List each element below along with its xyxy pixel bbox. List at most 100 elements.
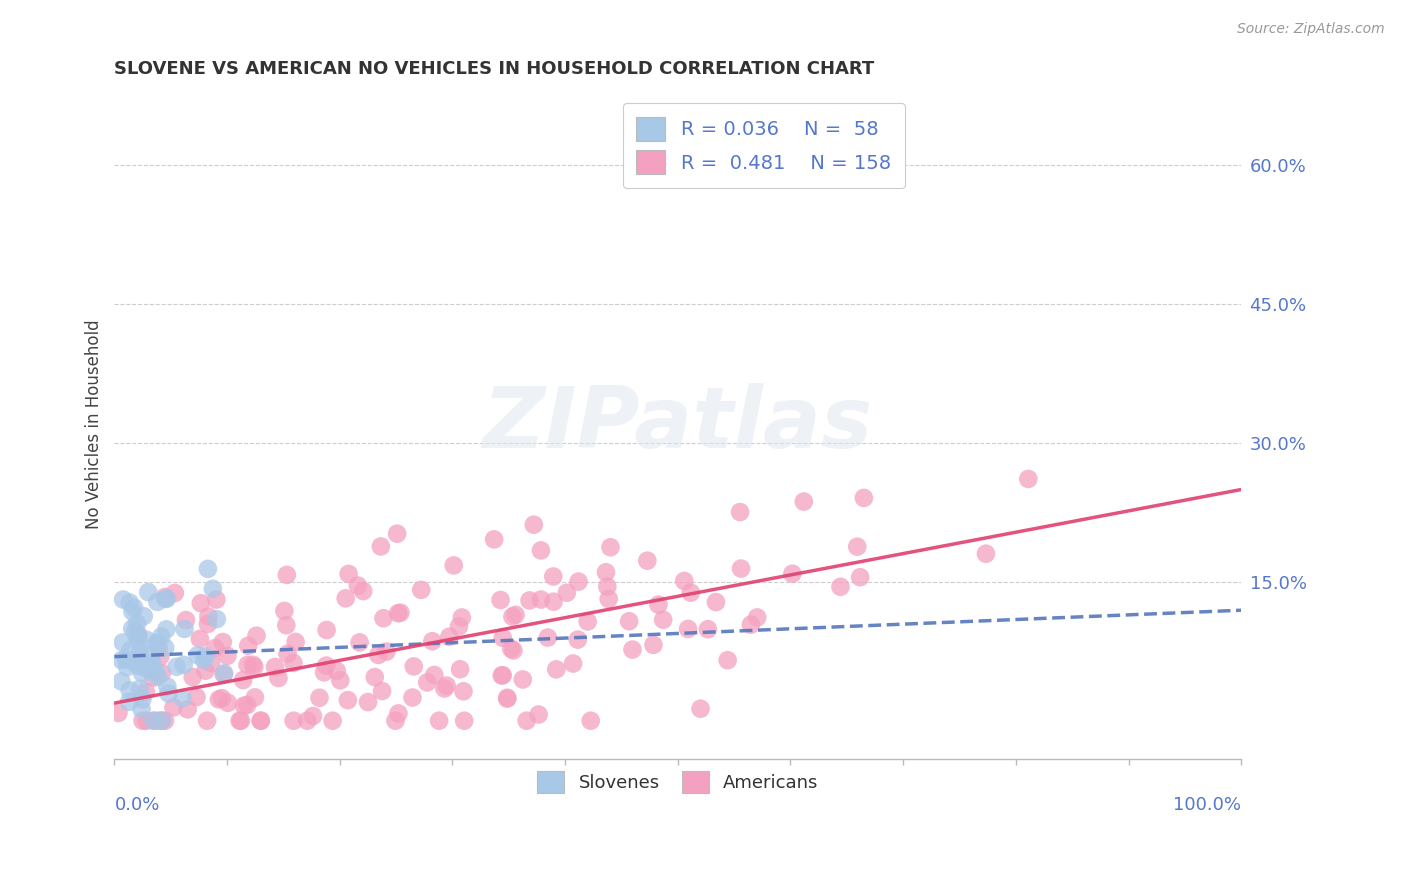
Point xyxy=(512,673,534,687)
Point xyxy=(129,681,152,696)
Legend: Slovenes, Americans: Slovenes, Americans xyxy=(530,764,825,800)
Point xyxy=(174,613,197,627)
Point xyxy=(422,634,444,648)
Point xyxy=(212,667,235,681)
Point xyxy=(135,684,157,698)
Point xyxy=(122,600,145,615)
Point xyxy=(124,624,146,639)
Point xyxy=(242,657,264,672)
Point xyxy=(125,628,148,642)
Point xyxy=(336,693,359,707)
Point xyxy=(284,635,307,649)
Text: ZIPatlas: ZIPatlas xyxy=(482,383,873,466)
Point xyxy=(717,653,740,667)
Point xyxy=(849,570,872,584)
Point xyxy=(127,634,149,648)
Point xyxy=(546,662,568,676)
Point xyxy=(519,593,541,607)
Point xyxy=(228,714,250,728)
Point xyxy=(453,714,475,728)
Point xyxy=(150,666,173,681)
Point xyxy=(598,591,620,606)
Point xyxy=(150,714,173,728)
Point xyxy=(243,660,266,674)
Point xyxy=(153,640,176,655)
Point xyxy=(193,653,215,667)
Y-axis label: No Vehicles in Household: No Vehicles in Household xyxy=(86,319,103,529)
Point xyxy=(112,592,135,607)
Point xyxy=(243,690,266,705)
Point xyxy=(567,632,589,647)
Point xyxy=(195,714,218,728)
Point xyxy=(156,591,179,606)
Point xyxy=(157,686,180,700)
Point xyxy=(277,647,299,661)
Point xyxy=(492,631,515,645)
Point xyxy=(238,639,260,653)
Point xyxy=(322,714,344,728)
Point xyxy=(201,582,224,596)
Point xyxy=(142,714,165,728)
Point xyxy=(148,641,170,656)
Point xyxy=(450,610,472,624)
Point xyxy=(436,679,458,693)
Point xyxy=(505,607,527,622)
Point xyxy=(153,714,176,728)
Point xyxy=(502,643,524,657)
Point xyxy=(236,698,259,712)
Point xyxy=(146,595,169,609)
Point xyxy=(492,668,515,682)
Point xyxy=(135,632,157,647)
Point xyxy=(482,533,505,547)
Point xyxy=(211,635,233,649)
Point xyxy=(110,653,132,667)
Point xyxy=(232,673,254,687)
Point xyxy=(131,702,153,716)
Point xyxy=(740,617,762,632)
Point xyxy=(696,622,718,636)
Point xyxy=(111,635,134,649)
Point xyxy=(114,652,136,666)
Point xyxy=(136,663,159,677)
Point xyxy=(1017,472,1039,486)
Point xyxy=(325,664,347,678)
Point xyxy=(401,690,423,705)
Point xyxy=(385,526,408,541)
Point xyxy=(439,630,461,644)
Point xyxy=(150,630,173,644)
Point xyxy=(145,665,167,679)
Point xyxy=(402,659,425,673)
Point xyxy=(689,702,711,716)
Point xyxy=(120,643,142,657)
Point xyxy=(852,491,875,505)
Point xyxy=(447,619,470,633)
Point xyxy=(211,691,233,706)
Point xyxy=(579,714,602,728)
Point xyxy=(131,666,153,681)
Point xyxy=(129,644,152,658)
Point xyxy=(217,696,239,710)
Point xyxy=(127,628,149,642)
Point xyxy=(131,714,153,728)
Point xyxy=(124,656,146,670)
Point xyxy=(276,618,298,632)
Point xyxy=(236,657,259,672)
Point xyxy=(118,683,141,698)
Point xyxy=(562,657,585,671)
Point xyxy=(315,658,337,673)
Point xyxy=(173,622,195,636)
Point xyxy=(205,592,228,607)
Point xyxy=(349,635,371,649)
Point xyxy=(364,670,387,684)
Point xyxy=(453,684,475,698)
Point xyxy=(132,609,155,624)
Point xyxy=(155,623,177,637)
Point xyxy=(596,580,619,594)
Point xyxy=(173,657,195,672)
Point xyxy=(166,660,188,674)
Point xyxy=(136,585,159,599)
Point xyxy=(335,591,357,606)
Point xyxy=(387,607,409,621)
Point xyxy=(197,616,219,631)
Point xyxy=(523,517,546,532)
